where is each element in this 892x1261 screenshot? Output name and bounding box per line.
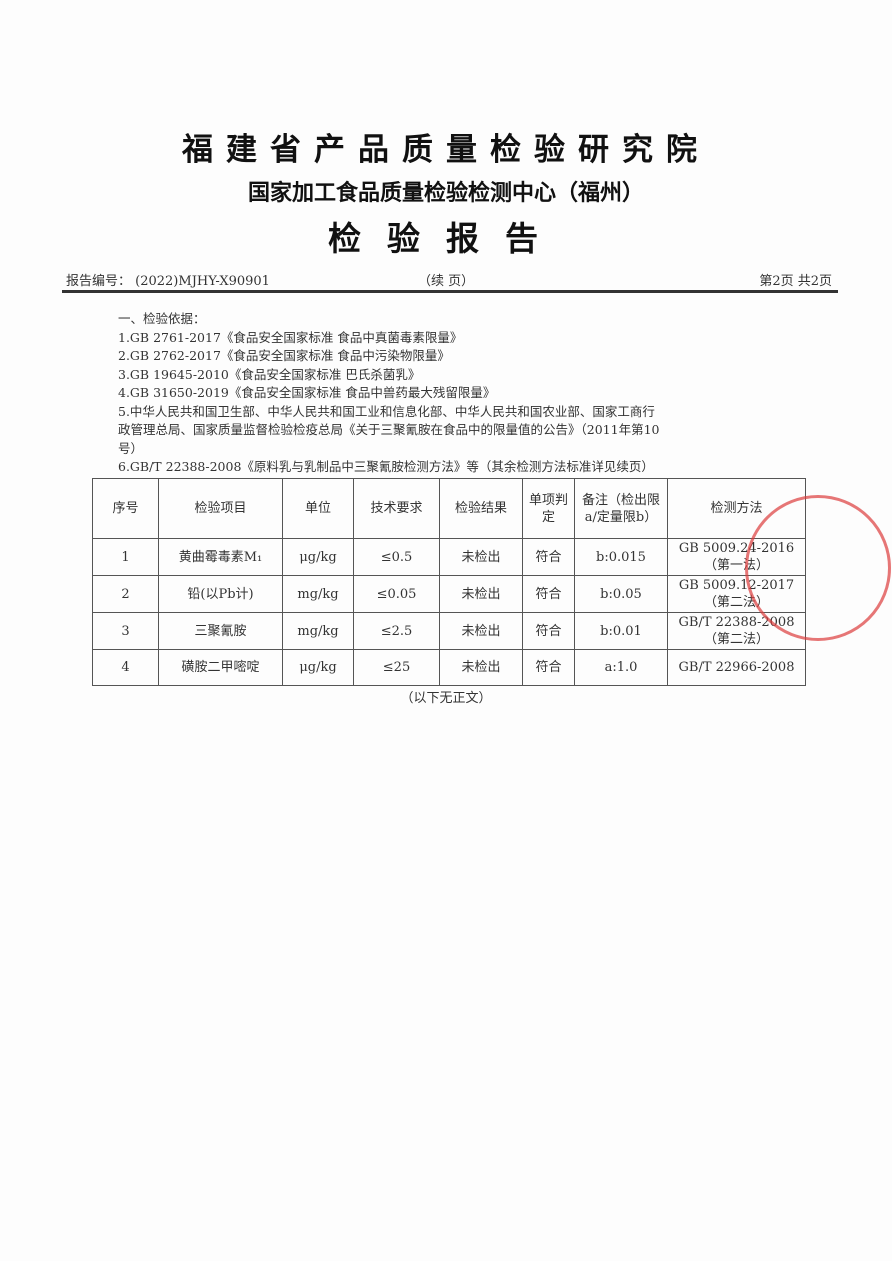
- end-note: （以下无正文）: [400, 691, 492, 706]
- table-row: 4 磺胺二甲嘧啶 μg/kg ≤25 未检出 符合 a:1.0 GB/T 22966-2008: [92, 649, 806, 686]
- continued-label: （续 页）: [418, 274, 475, 289]
- official-seal-stamp: [745, 495, 891, 641]
- results-table: 序号 检验项目 单位 技术要求 检验结果 单项判定 备注（检出限a/定量限b） 检测方法…: [92, 478, 806, 686]
- table-row: 2 铅(以Pb计) mg/kg ≤0.05 未检出 符合 b:0.05 GB 5009.12-…: [92, 575, 806, 613]
- center-subtitle: 国家加工食品质量检验检测中心（福州）: [247, 180, 644, 206]
- table-header-row: 序号 检验项目 单位 技术要求 检验结果 单项判定 备注（检出限a/定量限b） 检测方法: [92, 478, 806, 539]
- header-divider: [62, 290, 838, 293]
- document-title: 检验报告: [328, 219, 564, 258]
- table-row: 1 黄曲霉毒素M₁ μg/kg ≤0.5 未检出 符合 b:0.015 GB 5009.24-…: [92, 538, 806, 576]
- report-number: 报告编号： (2022)MJHY-X90901: [66, 274, 270, 289]
- table-row: 3 三聚氰胺 mg/kg ≤2.5 未检出 符合 b:0.01 GB/T 22388-2008…: [92, 612, 806, 650]
- institute-title: 福建省产品质量检验研究院: [182, 132, 710, 168]
- inspection-basis: 一、检验依据： 1.GB 2761-2017《食品安全国家标准 食品中真菌毒素限…: [118, 311, 660, 474]
- page-info: 第2页 共2页: [759, 274, 832, 289]
